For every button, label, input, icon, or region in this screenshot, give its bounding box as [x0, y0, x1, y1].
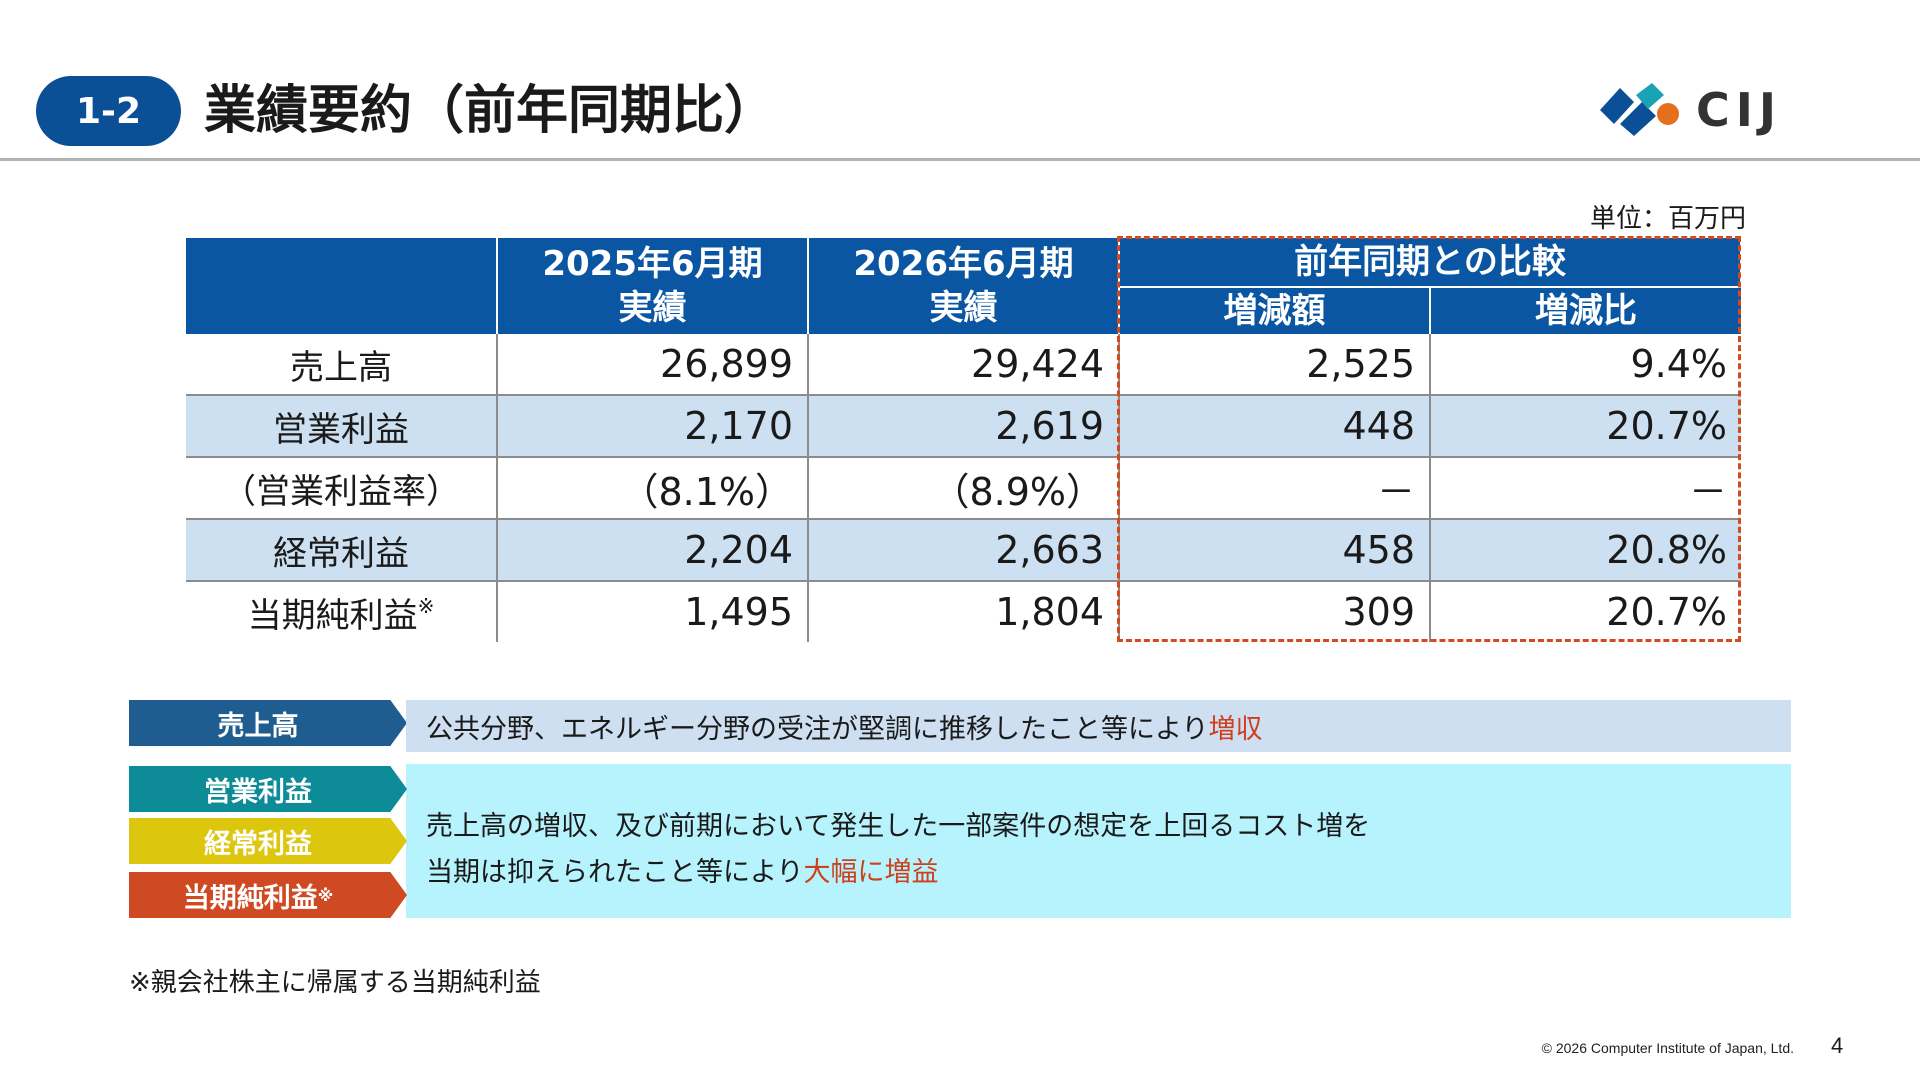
change-amount-value: 309	[1119, 581, 1431, 642]
note-mark: ※	[317, 885, 334, 905]
col-header-comparison: 前年同期との比較	[1119, 238, 1743, 287]
change-ratio-value: －	[1430, 457, 1742, 520]
results-summary-table: 2025年6月期 実績 2026年6月期 実績 前年同期との比較 増減額 増減比 売…	[186, 238, 1743, 642]
row-label: 当期純利益※	[186, 581, 498, 642]
fy2026-value: 2,619	[808, 395, 1120, 458]
profit-commentary: 売上高の増収、及び前期において発生した一部案件の想定を上回るコスト増を 当期は抑…	[406, 764, 1791, 918]
table-row: 経常利益 2,204 2,663 458 20.8%	[186, 519, 1742, 582]
header-divider	[0, 158, 1920, 161]
row-label: 経常利益	[186, 519, 498, 582]
change-amount-value: 2,525	[1119, 334, 1431, 396]
fy2025-value: （8.1%）	[497, 457, 809, 520]
col-header-fy2025: 2025年6月期 実績	[497, 238, 809, 334]
sales-commentary: 公共分野、エネルギー分野の受注が堅調に推移したこと等により 増収	[406, 700, 1791, 752]
table-row: （営業利益率） （8.1%） （8.9%） － －	[186, 457, 1742, 520]
page-number: 4	[1831, 1033, 1844, 1058]
section-number-badge: 1-2	[36, 76, 181, 146]
profit-highlight: 大幅に増益	[803, 857, 939, 888]
col-header-change-amount: 増減額	[1119, 286, 1431, 334]
tag-ordinary-profit: 経常利益	[129, 818, 407, 864]
table-row: 営業利益 2,170 2,619 448 20.7%	[186, 395, 1742, 458]
logo-text: CIJ	[1696, 83, 1782, 137]
fy2026-value: 29,424	[808, 334, 1120, 396]
col-header-change-ratio: 増減比	[1430, 286, 1742, 334]
row-label: 営業利益	[186, 395, 498, 458]
header-blank-cell	[186, 238, 498, 334]
logo-mark-icon	[1600, 83, 1679, 136]
change-amount-value: 448	[1119, 395, 1431, 458]
change-ratio-value: 9.4%	[1430, 334, 1742, 396]
fy2026-value: （8.9%）	[808, 457, 1120, 520]
col-header-fy2026: 2026年6月期 実績	[808, 238, 1120, 334]
copyright: © 2026 Computer Institute of Japan, Ltd.	[1541, 1040, 1794, 1056]
table-row: 売上高 26,899 29,424 2,525 9.4%	[186, 334, 1742, 396]
page-title: 業績要約（前年同期比）	[204, 81, 777, 141]
row-label: 売上高	[186, 334, 498, 396]
tag-net-profit: 当期純利益 ※	[129, 872, 407, 918]
change-amount-value: 458	[1119, 519, 1431, 582]
footnote: ※親会社株主に帰属する当期純利益	[129, 968, 541, 998]
sales-highlight: 増収	[1208, 713, 1263, 745]
fy2026-value: 2,663	[808, 519, 1120, 582]
company-logo: CIJ	[1598, 82, 1782, 138]
fy2025-value: 2,170	[497, 395, 809, 458]
change-ratio-value: 20.7%	[1430, 395, 1742, 458]
fy2025-value: 1,495	[497, 581, 809, 642]
change-ratio-value: 20.8%	[1430, 519, 1742, 582]
row-label: （営業利益率）	[186, 457, 498, 520]
table-row: 当期純利益※ 1,495 1,804 309 20.7%	[186, 581, 1741, 642]
unit-label: 単位：百万円	[1589, 204, 1746, 234]
tag-operating-profit: 営業利益	[129, 766, 407, 812]
fy2025-value: 2,204	[497, 519, 809, 582]
change-amount-value: －	[1119, 457, 1431, 520]
change-ratio-value: 20.7%	[1606, 590, 1728, 634]
tag-sales: 売上高	[129, 700, 407, 746]
fy2025-value: 26,899	[497, 334, 809, 396]
note-mark: ※	[417, 593, 435, 618]
fy2026-value: 1,804	[808, 581, 1120, 642]
